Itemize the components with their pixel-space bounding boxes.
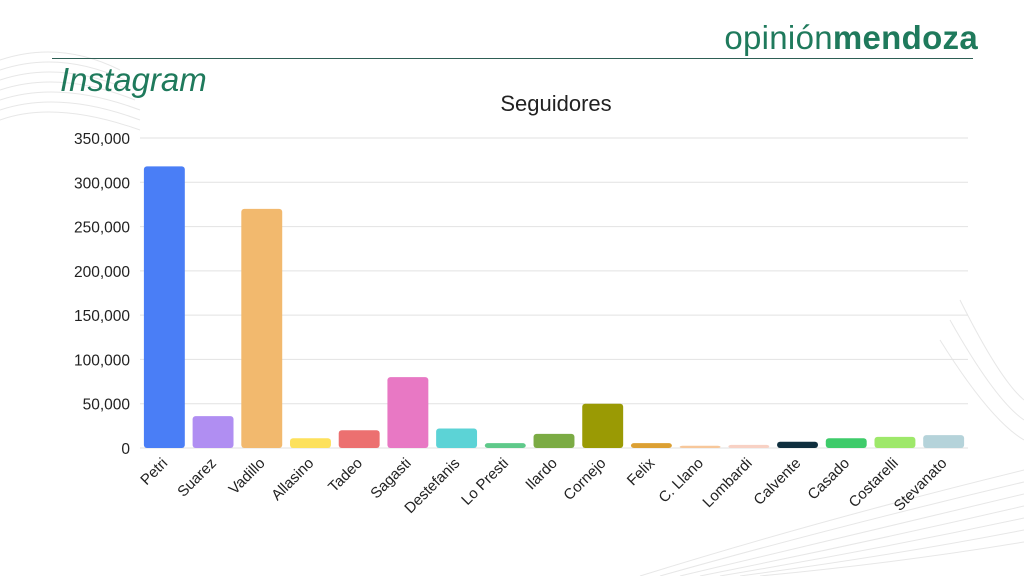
bar-lo-presti	[484, 443, 526, 448]
x-tick-label: Tadeo	[325, 455, 366, 496]
bar-costarelli	[874, 436, 916, 448]
bar-ilardo	[533, 433, 575, 448]
x-tick-label: Vadillo	[226, 455, 269, 498]
y-axis: 0 50,000 100,000 150,000 200,000 250,000 300,0…	[74, 131, 130, 458]
brand-logo-bold: mendoza	[832, 19, 978, 56]
x-tick-label: Ilardo	[522, 455, 561, 494]
bar-destefanis	[436, 428, 478, 448]
x-tick-label: Lo Presti	[458, 455, 512, 509]
y-tick-label: 100,000	[74, 352, 130, 369]
y-tick-label: 0	[121, 441, 130, 458]
bar-c-llano	[679, 445, 721, 448]
x-tick-label: Calvente	[750, 455, 804, 509]
x-tick-label: Cornejo	[560, 455, 609, 504]
x-tick-label: Lombardi	[699, 455, 755, 511]
bar-sagasti	[387, 377, 429, 448]
x-tick-label: Felix	[624, 454, 659, 489]
bar-lombardi	[728, 444, 770, 448]
y-tick-label: 200,000	[74, 264, 130, 281]
x-tick-label: Casado	[804, 455, 853, 504]
y-tick-label: 350,000	[74, 131, 130, 148]
x-tick-label: Allasino	[268, 455, 317, 504]
bar-casado	[825, 438, 867, 448]
bar-cornejo	[582, 403, 624, 448]
header-divider	[52, 58, 973, 59]
bar-calvente	[777, 441, 818, 448]
bars	[143, 166, 965, 449]
chart-title: Seguidores	[500, 91, 611, 116]
y-tick-label: 150,000	[74, 308, 130, 325]
bar-allasino	[290, 438, 331, 448]
section-title: Instagram	[60, 61, 207, 98]
x-tick-label: Sagasti	[367, 455, 414, 502]
y-tick-label: 300,000	[74, 175, 130, 192]
bar-petri	[143, 166, 185, 449]
y-tick-label: 250,000	[74, 220, 130, 237]
x-tick-label: Petri	[137, 455, 171, 489]
y-tick-label: 50,000	[83, 397, 131, 414]
bar-tadeo	[338, 430, 380, 448]
x-axis: Petri Suarez Vadillo Allasino Tadeo SagastiDe…	[137, 454, 950, 516]
x-tick-label: Stevanato	[891, 455, 951, 515]
brand-logo: opiniónmendoza	[724, 18, 978, 58]
x-tick-label: Suarez	[174, 455, 220, 501]
bar-vadillo	[241, 208, 283, 448]
bar-stevanato	[923, 435, 965, 448]
brand-logo-light: opinión	[724, 19, 833, 56]
bar-suarez	[192, 416, 234, 448]
bar-felix	[630, 443, 672, 448]
